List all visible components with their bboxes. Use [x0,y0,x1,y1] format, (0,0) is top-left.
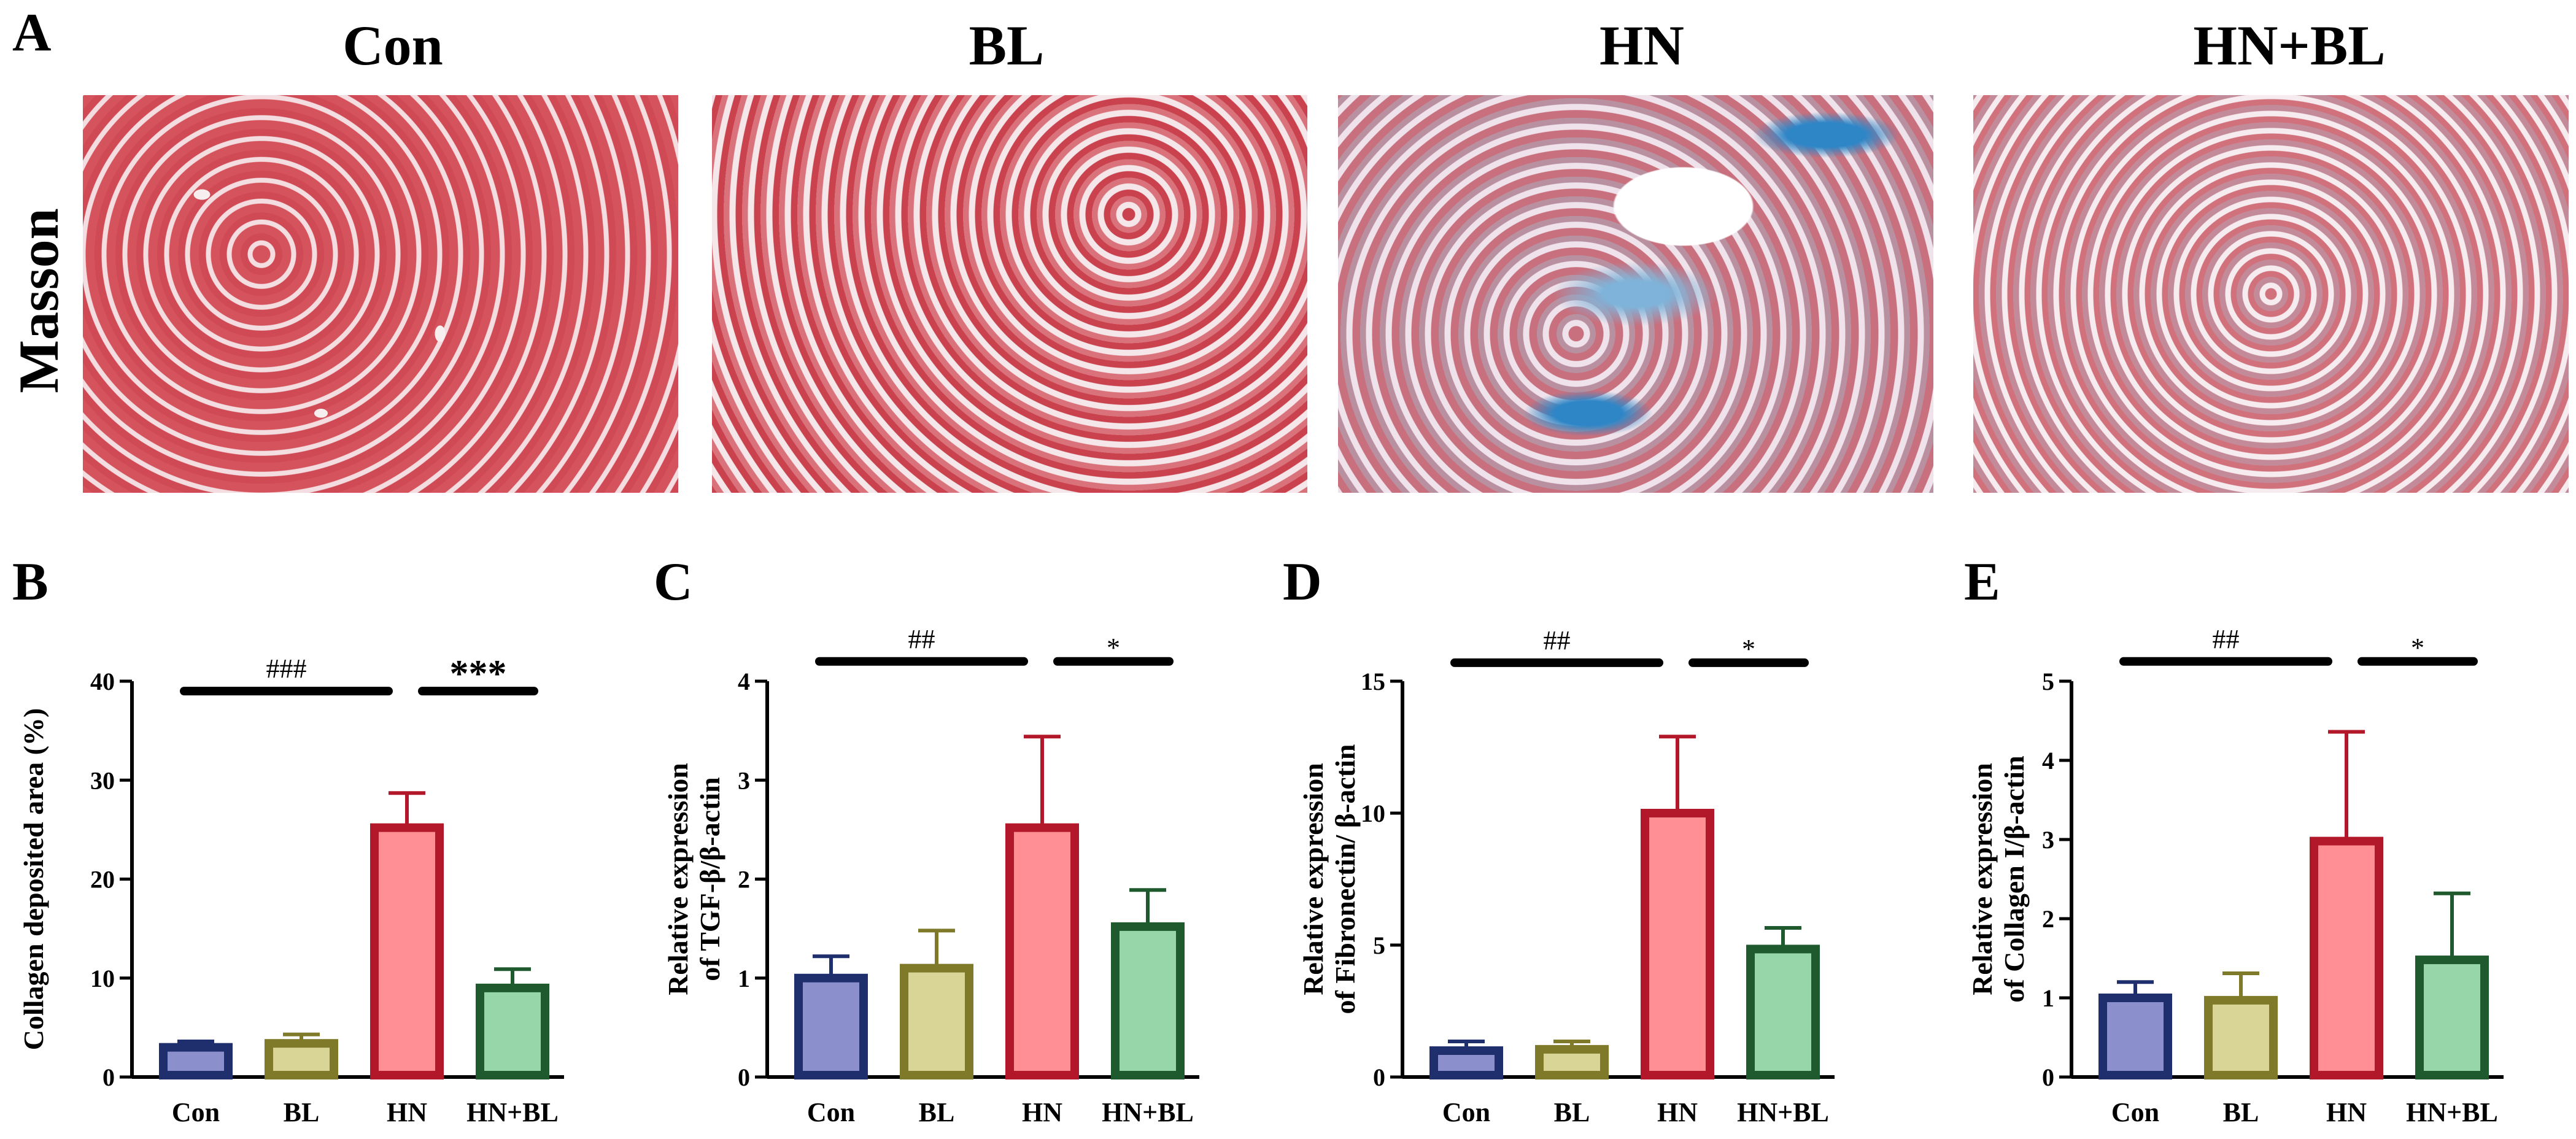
bar-con [1429,1046,1503,1079]
group-title-con: Con [342,14,443,77]
y-tick-label: 15 [1361,668,1385,695]
significance-label: *** [450,653,507,695]
bar-hn-bl [1111,922,1185,1080]
panel-letter-a: A [12,3,52,63]
bar-hn [1641,809,1714,1079]
x-tick-label: Con [1442,1097,1490,1127]
bar-hn [370,823,444,1079]
y-axis-label: of TGF-β/β-actin [694,777,725,981]
x-tick-label: BL [284,1097,320,1127]
x-tick-label: HN+BL [2406,1097,2498,1127]
panel-letter-b: B [12,552,48,612]
x-tick-label: Con [2111,1097,2159,1127]
micrograph-hn [1338,95,1933,493]
micrograph-hn-bl [1973,95,2569,493]
significance-label: ## [1544,625,1571,655]
y-axis-label: of Collagen I/β-actin [1998,755,2030,1002]
y-tick-label: 20 [90,866,115,894]
y-axis-label: Relative expression [662,763,694,995]
y-tick-label: 10 [1361,800,1385,827]
x-tick-label: BL [1554,1097,1590,1127]
chart-fibronectin: 0 5 10 15 Relative expression of Fibronectin/… [1298,625,1835,1127]
y-tick-label: 40 [90,668,115,695]
y-tick-label: 0 [2042,1064,2054,1091]
chart-collagen-area: 0 10 20 30 40 Collagen deposited area (%) Con B… [18,653,564,1127]
y-tick-label: 5 [2042,668,2054,695]
panel-letter-c: C [654,552,693,612]
y-tick-label: 2 [738,866,750,894]
x-tick-label: HN [1657,1097,1698,1127]
x-tick-label: HN+BL [1102,1097,1194,1127]
y-tick-label: 0 [738,1064,750,1091]
micrograph-con [83,95,678,493]
bar-con [159,1043,233,1079]
stain-label-text: Masson [7,208,70,393]
bar-con [794,973,868,1079]
significance-label: * [1742,634,1755,664]
bar-hn [1005,823,1079,1079]
y-tick-label: 4 [2042,747,2054,774]
panel-letter-d: D [1283,552,1322,612]
y-tick-label: 3 [2042,826,2054,854]
bar-hn [2310,836,2383,1079]
x-tick-label: Con [807,1097,855,1127]
significance-label: ## [2213,624,2240,654]
group-title-hn-bl: HN+BL [2193,14,2386,77]
bar-hn-bl [2415,956,2489,1080]
panel-letter-e: E [1964,552,2000,612]
y-tick-label: 0 [1373,1064,1385,1091]
bar-bl [2204,995,2278,1079]
y-tick-label: 3 [738,766,750,794]
chart-collagen-i: 0 1 2 3 4 5 Relative expression of Collagen I/β… [1967,624,2504,1127]
y-tick-label: 5 [1373,932,1385,959]
x-tick-label: Con [172,1097,220,1127]
bar-hn-bl [1746,944,1820,1080]
group-title-hn: HN [1599,14,1684,77]
significance-label: ## [908,624,935,654]
x-tick-label: HN [1022,1097,1062,1127]
x-tick-label: HN+BL [1737,1097,1829,1127]
micrograph-bl [712,95,1307,493]
x-tick-label: BL [2223,1097,2259,1127]
y-tick-label: 4 [738,668,750,695]
group-title-bl: BL [969,14,1045,77]
chart-tgf-beta: 0 1 2 3 4 Relative expression of TGF-β/β-actin… [662,624,1199,1127]
y-tick-label: 10 [90,965,115,992]
y-tick-label: 30 [90,766,115,794]
x-tick-label: HN [387,1097,427,1127]
y-axis-label: of Fibronectin/ β-actin [1329,744,1361,1014]
y-tick-label: 0 [102,1064,115,1091]
y-axis-label: Relative expression [1967,763,1998,995]
bar-con [2098,994,2172,1079]
x-tick-label: HN+BL [466,1097,559,1127]
y-tick-label: 1 [2042,984,2054,1012]
x-tick-label: HN [2326,1097,2367,1127]
x-tick-label: BL [919,1097,955,1127]
stain-label: Masson [5,203,72,399]
significance-label: * [1107,633,1120,663]
y-axis-label: Relative expression [1298,763,1329,995]
significance-label: * [2411,633,2424,663]
significance-label: ### [266,654,307,684]
bar-hn-bl [476,983,549,1079]
bar-bl [1535,1044,1609,1079]
y-axis-label: Collagen deposited area (%) [18,708,49,1051]
y-tick-label: 1 [738,965,750,992]
bar-bl [265,1039,338,1079]
bar-bl [900,963,973,1079]
y-tick-label: 2 [2042,905,2054,933]
